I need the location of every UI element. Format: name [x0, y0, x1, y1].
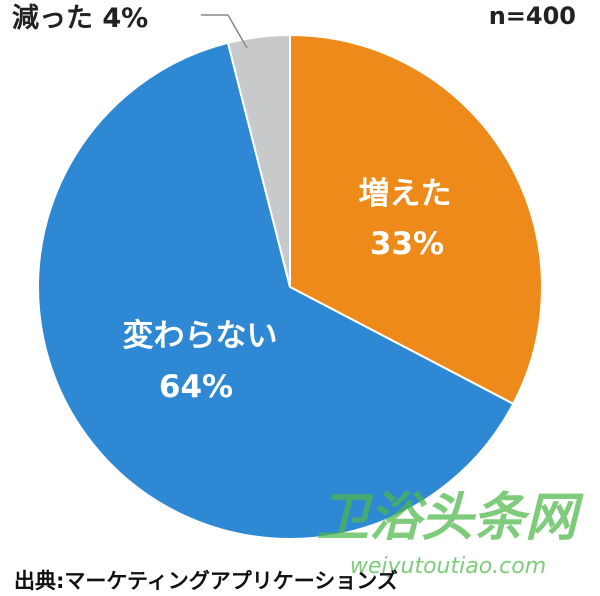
source-note: 出典:マーケティングアプリケーションズ: [14, 569, 398, 593]
leader-line: [227, 14, 248, 49]
watermark-logo-text: 卫浴头条网: [317, 488, 584, 548]
pie-slice-unchanged: [37, 41, 515, 540]
watermark-url: weiyutoutiao.com: [350, 554, 546, 579]
pie-slice-decreased: [226, 33, 291, 288]
slice-label-increased-name: 増えた: [359, 176, 452, 212]
slice-label-increased-value: 33%: [370, 226, 444, 262]
slice-label-unchanged-name: 変わらない: [123, 318, 278, 354]
pie-slices: [37, 33, 543, 540]
sample-size-note: n=400: [489, 2, 576, 30]
pie-slice-increased: [289, 33, 543, 406]
slice-label-unchanged-value: 64%: [159, 369, 233, 405]
slice-label-decreased: 減った 4%: [12, 3, 148, 34]
